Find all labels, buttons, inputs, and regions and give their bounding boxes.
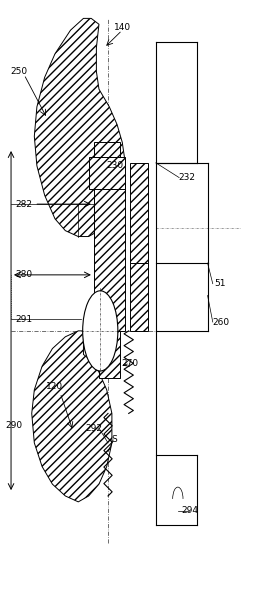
Text: 232: 232 [178,173,196,182]
Text: 120: 120 [47,382,63,391]
Text: 140: 140 [114,22,131,32]
Circle shape [83,291,118,371]
Text: S: S [112,436,117,444]
Text: 291: 291 [15,314,32,324]
Bar [130,163,148,263]
Bar [94,142,120,157]
Polygon shape [34,18,125,236]
Polygon shape [32,331,112,502]
Text: 270: 270 [121,359,139,368]
Text: 292: 292 [85,424,102,433]
Text: 290: 290 [5,421,22,430]
Bar [130,263,148,331]
Text: 230: 230 [106,161,123,170]
Text: 282: 282 [15,200,32,209]
Text: 294: 294 [181,506,198,515]
Text: 51: 51 [215,279,226,288]
Text: 250: 250 [10,67,27,76]
Text: 260: 260 [212,317,229,327]
Bar [99,331,120,378]
Bar [89,157,125,189]
Text: 280: 280 [15,270,32,280]
Bar [94,177,125,331]
